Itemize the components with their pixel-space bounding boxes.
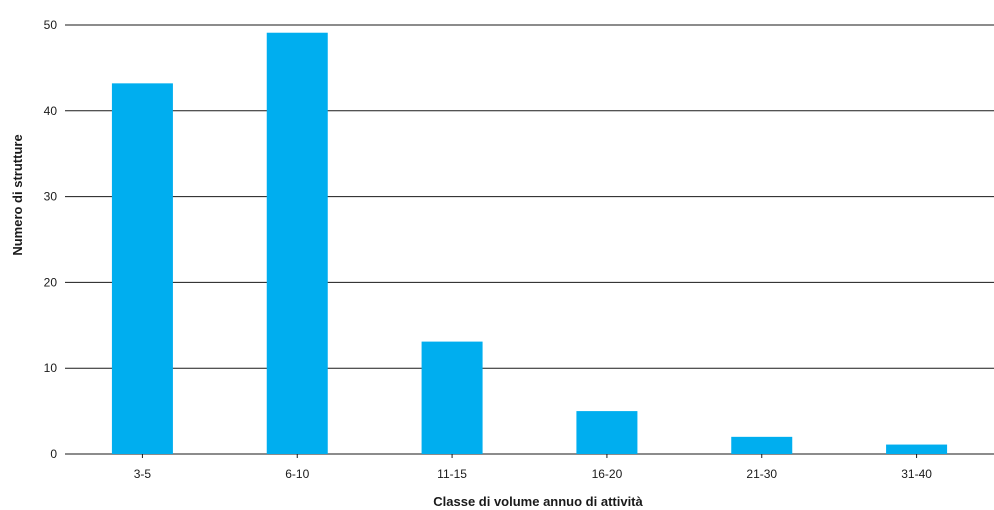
bar-11-15 bbox=[421, 341, 483, 454]
x-tick-label: 16-20 bbox=[592, 467, 623, 481]
bar-6-10 bbox=[266, 32, 328, 455]
x-tick-label: 31-40 bbox=[901, 467, 932, 481]
bars bbox=[111, 32, 948, 455]
y-tick-label: 20 bbox=[44, 275, 58, 289]
y-tick-label: 0 bbox=[50, 447, 57, 461]
bar-31-40 bbox=[886, 444, 948, 454]
y-axis-title: Numero di strutture bbox=[10, 134, 25, 255]
bar-3-5 bbox=[111, 83, 173, 455]
y-tick-labels: 0 10 20 30 40 50 bbox=[44, 18, 58, 461]
y-tick-label: 50 bbox=[44, 18, 58, 32]
x-axis-title: Classe di volume annuo di attività bbox=[433, 494, 643, 509]
bar-21-30 bbox=[731, 436, 793, 454]
x-tick-label: 11-15 bbox=[437, 467, 467, 481]
x-tick-label: 21-30 bbox=[746, 467, 777, 481]
x-tick-label: 6-10 bbox=[285, 467, 309, 481]
bar-16-20 bbox=[576, 411, 638, 454]
y-tick-label: 10 bbox=[44, 361, 58, 375]
gridlines bbox=[65, 24, 994, 455]
y-tick-label: 40 bbox=[44, 104, 58, 118]
x-tick-label: 3-5 bbox=[134, 467, 152, 481]
x-tick-labels: 3-5 6-10 11-15 16-20 21-30 31-40 bbox=[134, 454, 932, 481]
y-tick-label: 30 bbox=[44, 190, 58, 204]
